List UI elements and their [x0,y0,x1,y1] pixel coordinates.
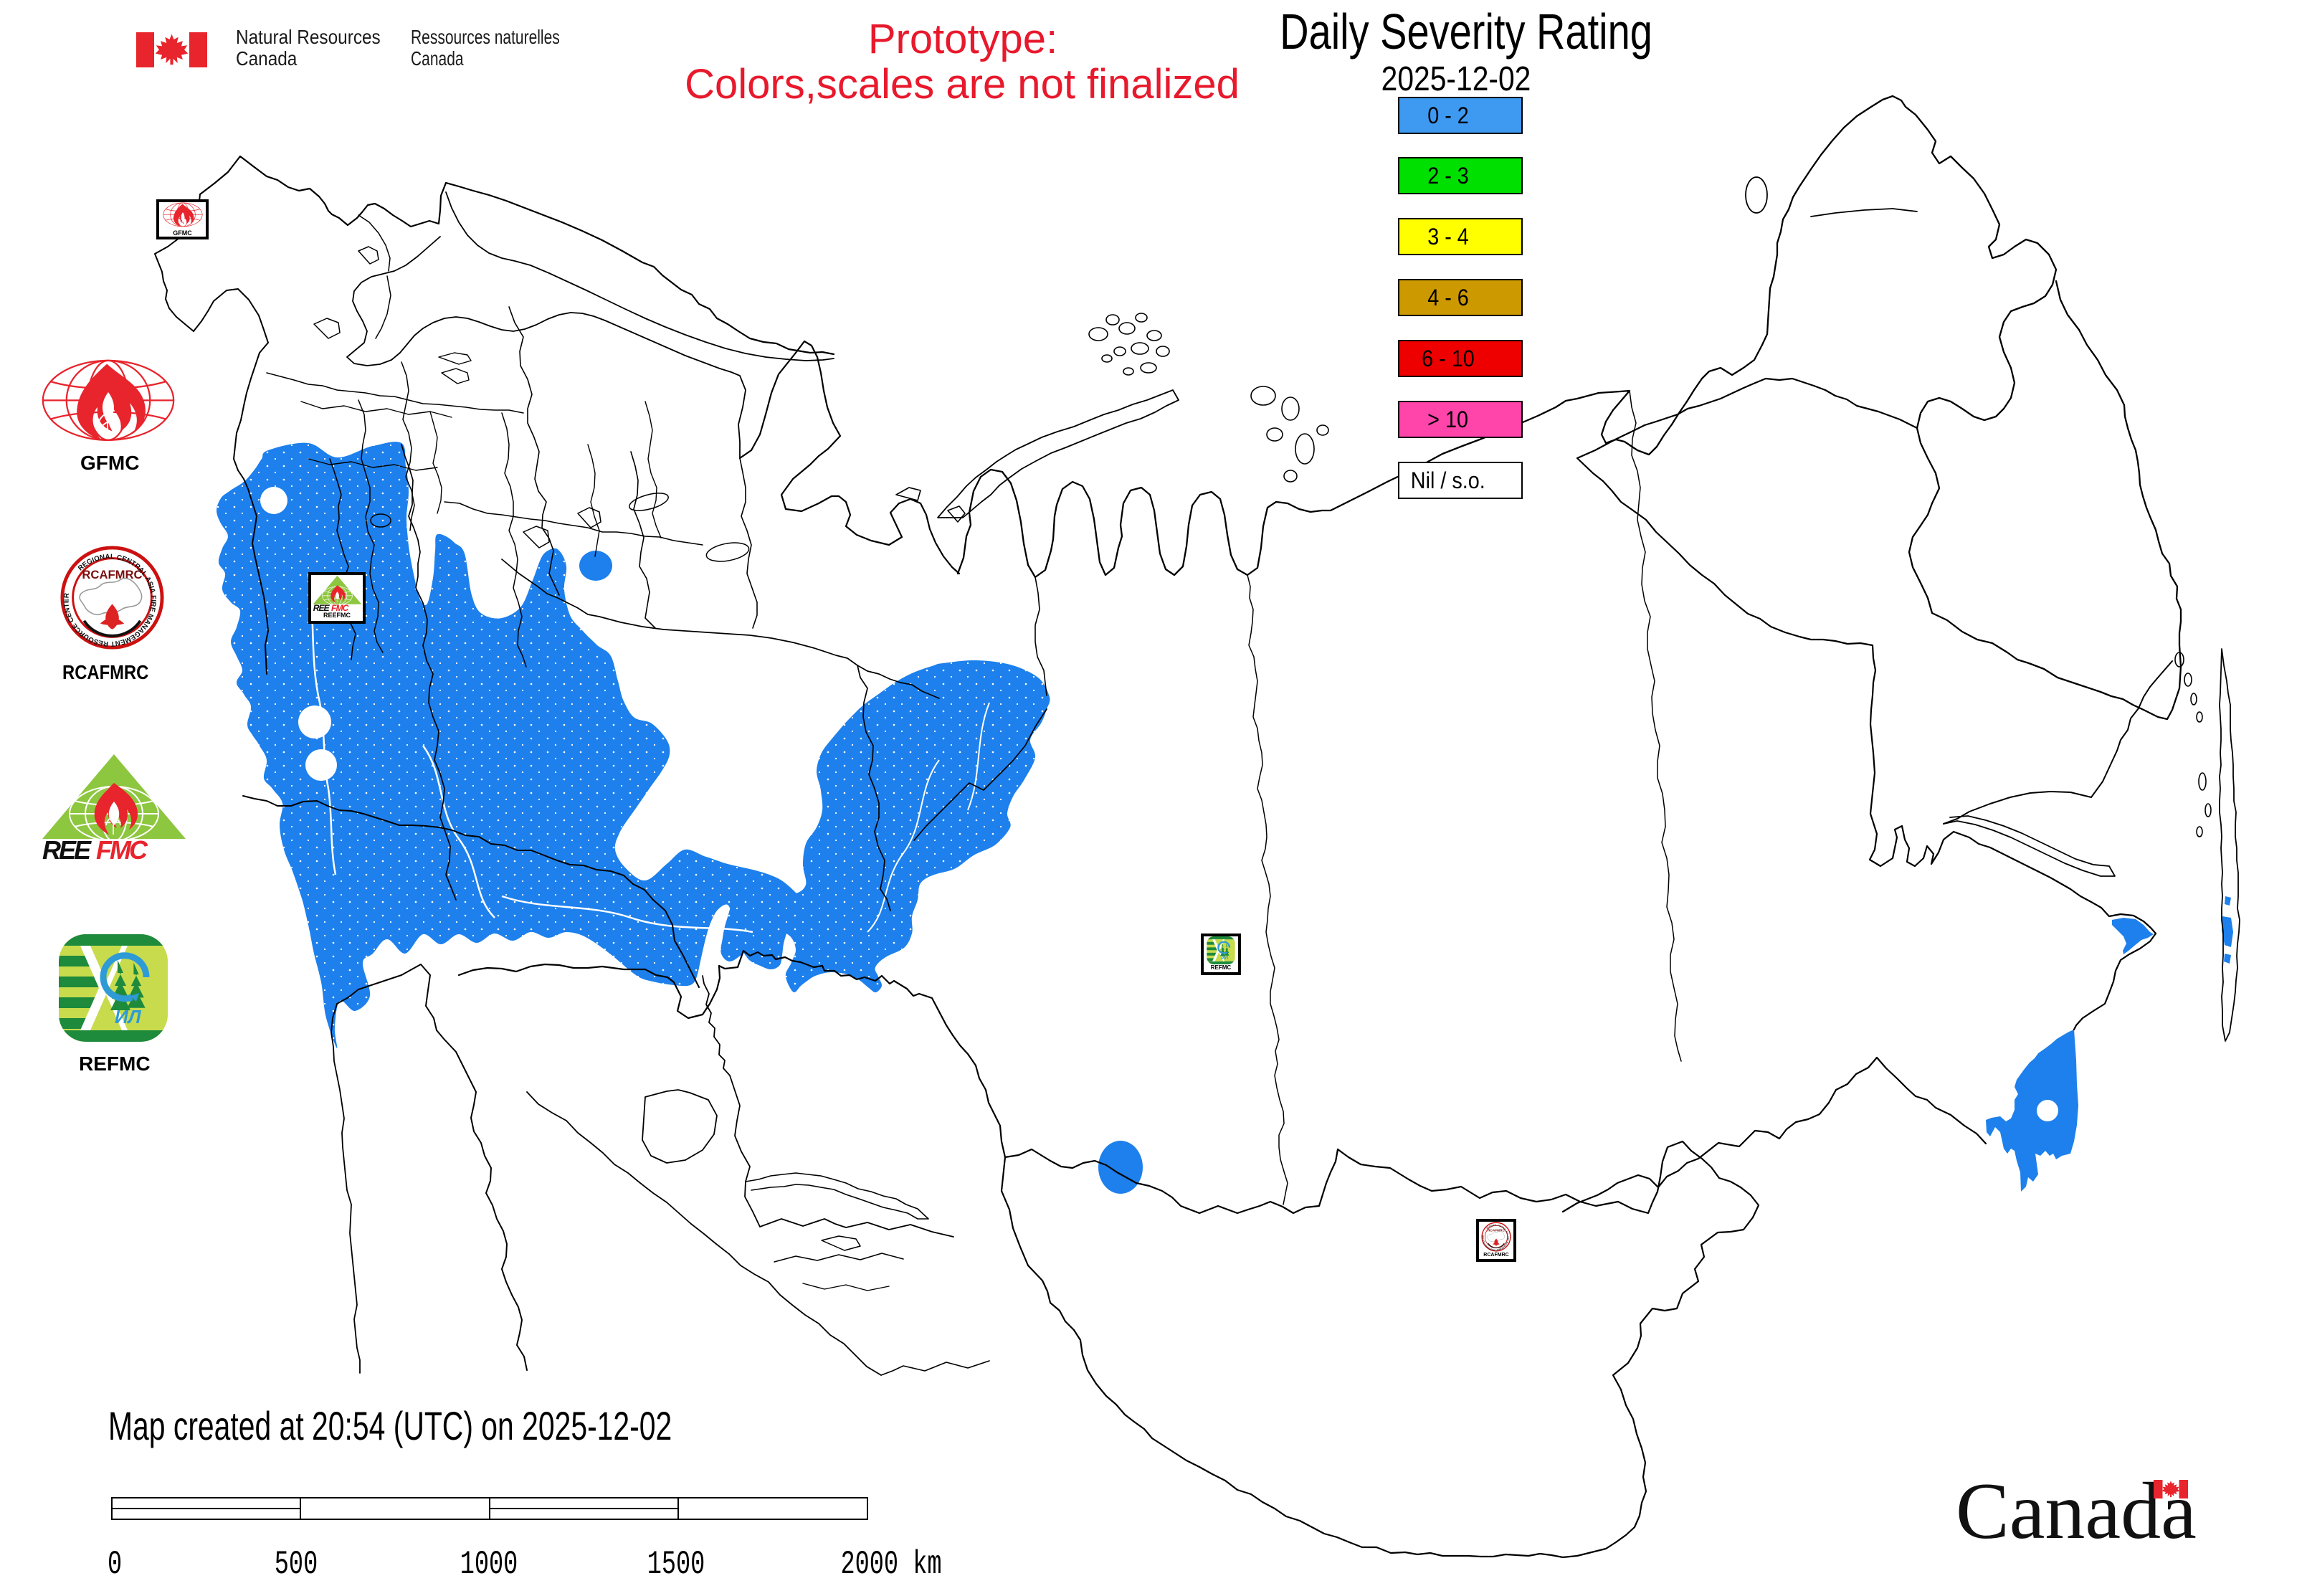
svg-text:FMC: FMC [331,603,349,612]
svg-text:RCAFMRC: RCAFMRC [1488,1228,1506,1232]
svg-text:REE: REE [42,835,92,860]
svg-text:RCAFMRC: RCAFMRC [82,568,142,581]
svg-text:FMC: FMC [96,835,148,860]
svg-text:ИЛ: ИЛ [1222,956,1229,961]
svg-text:ИЛ: ИЛ [115,1006,142,1027]
svg-text:REE: REE [313,603,330,612]
